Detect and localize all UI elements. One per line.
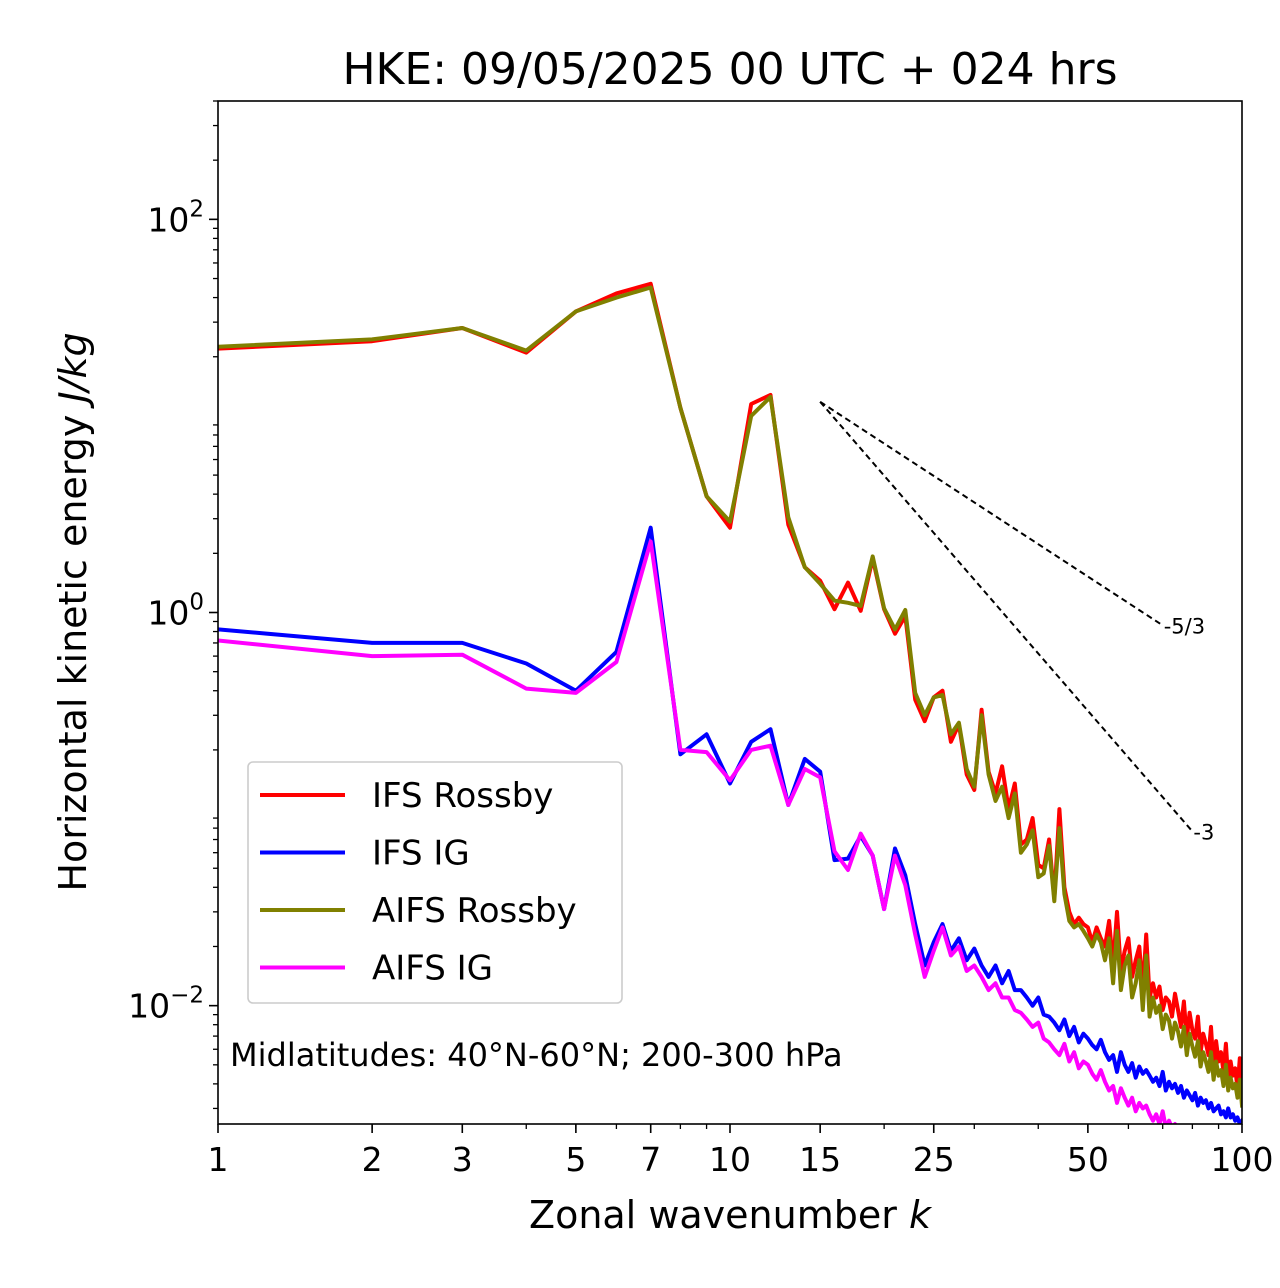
y-axis-label-unit: J/kg: [51, 332, 95, 409]
x-tick-label: 10: [709, 1140, 751, 1179]
legend-entry-label: AIFS IG: [372, 949, 493, 989]
x-axis-label-text: Zonal wavenumber: [529, 1193, 897, 1237]
y-axis-label-text: Horizontal kinetic energy: [51, 415, 95, 892]
reference-slopes: -5/3 -3: [819, 400, 1214, 844]
reference-line: [819, 401, 1194, 833]
axis-ticks: 1 2 3 5 7 10 15 25 50 100 102 100 10−2: [128, 100, 1274, 1179]
legend-entry-label: AIFS Rossby: [372, 891, 577, 931]
series-lines: [218, 281, 1242, 1124]
reference-line-label: -5/3: [1164, 614, 1205, 638]
x-tick-label: 25: [913, 1140, 955, 1179]
x-tick-label: 100: [1211, 1140, 1274, 1179]
legend-entry-label: IFS Rossby: [372, 776, 553, 816]
x-tick-label: 1: [208, 1140, 229, 1179]
legend-entry-label: IFS IG: [372, 834, 470, 874]
region-annotation: Midlatitudes: 40°N-60°N; 200-300 hPa: [230, 1036, 843, 1074]
series-line: [218, 539, 1178, 1124]
series-line: [218, 281, 1242, 1096]
series-line: [218, 285, 1242, 1108]
reference-line: [819, 400, 1164, 627]
x-tick-label: 50: [1067, 1140, 1109, 1179]
x-tick-label: 2: [362, 1140, 383, 1179]
x-tick-label: 7: [640, 1140, 661, 1179]
x-axis-label-var: k: [909, 1193, 933, 1237]
y-tick-label: 10−2: [128, 983, 204, 1026]
reference-line-label: -3: [1193, 820, 1214, 844]
legend: IFS Rossby IFS IG AIFS Rossby AIFS IG: [247, 761, 623, 1004]
chart-title: HKE: 09/05/2025 00 UTC + 024 hrs: [342, 44, 1117, 95]
x-tick-label: 15: [799, 1140, 841, 1179]
legend-box: [247, 761, 623, 1004]
y-axis-label: Horizontal kinetic energy J/kg: [51, 332, 95, 891]
y-tick-label: 100: [147, 590, 204, 633]
plot-frame: [217, 100, 1243, 1125]
y-tick-label: 102: [147, 196, 204, 239]
x-tick-label: 5: [565, 1140, 586, 1179]
x-axis-label: Zonal wavenumber k: [529, 1193, 933, 1237]
x-tick-label: 3: [452, 1140, 473, 1179]
